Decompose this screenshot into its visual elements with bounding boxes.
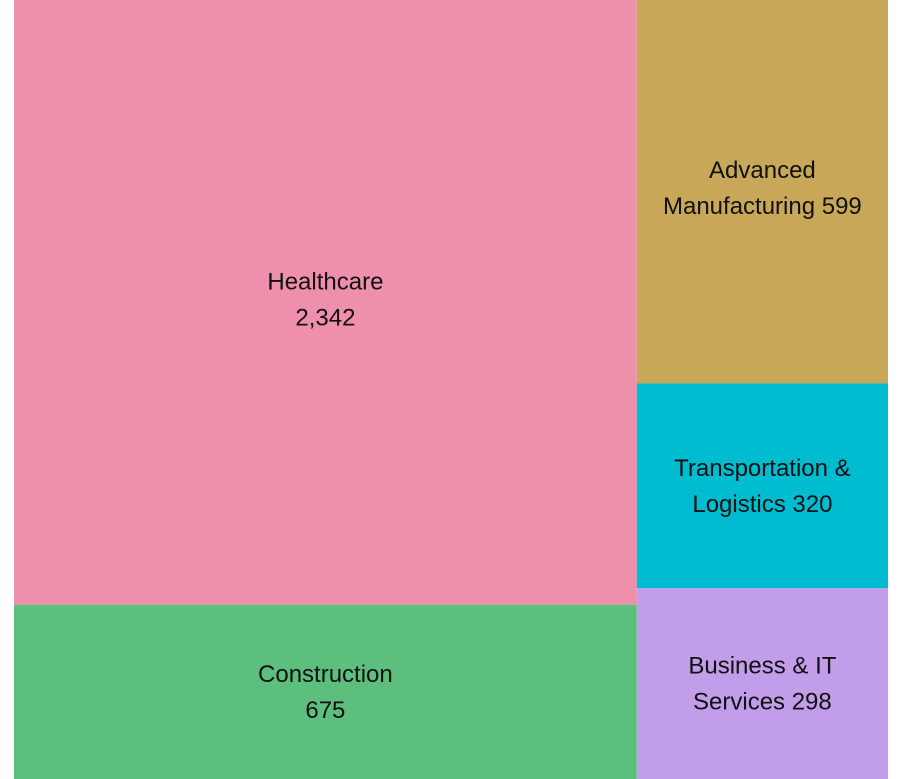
tile-label-advanced-manufacturing: Advanced Manufacturing 599 bbox=[663, 157, 862, 220]
tile-construction bbox=[14, 604, 637, 779]
tile-transportation-and-logistics bbox=[636, 383, 888, 589]
tile-healthcare bbox=[14, 0, 637, 605]
treemap-labels: Healthcare 2,342 Construction 675 Advanced Ma… bbox=[258, 157, 862, 724]
tile-label-business-and-it-services: Business & IT Services 298 bbox=[688, 653, 836, 716]
tile-label-construction: Construction 675 bbox=[258, 661, 393, 724]
tile-label-healthcare: Healthcare 2,342 bbox=[267, 268, 383, 331]
tile-advanced-manufacturing bbox=[636, 0, 888, 384]
treemap-tiles bbox=[14, 0, 888, 779]
tile-business-and-it-services bbox=[636, 588, 888, 779]
tile-label-transportation-and-logistics: Transportation & Logistics 320 bbox=[674, 455, 851, 518]
